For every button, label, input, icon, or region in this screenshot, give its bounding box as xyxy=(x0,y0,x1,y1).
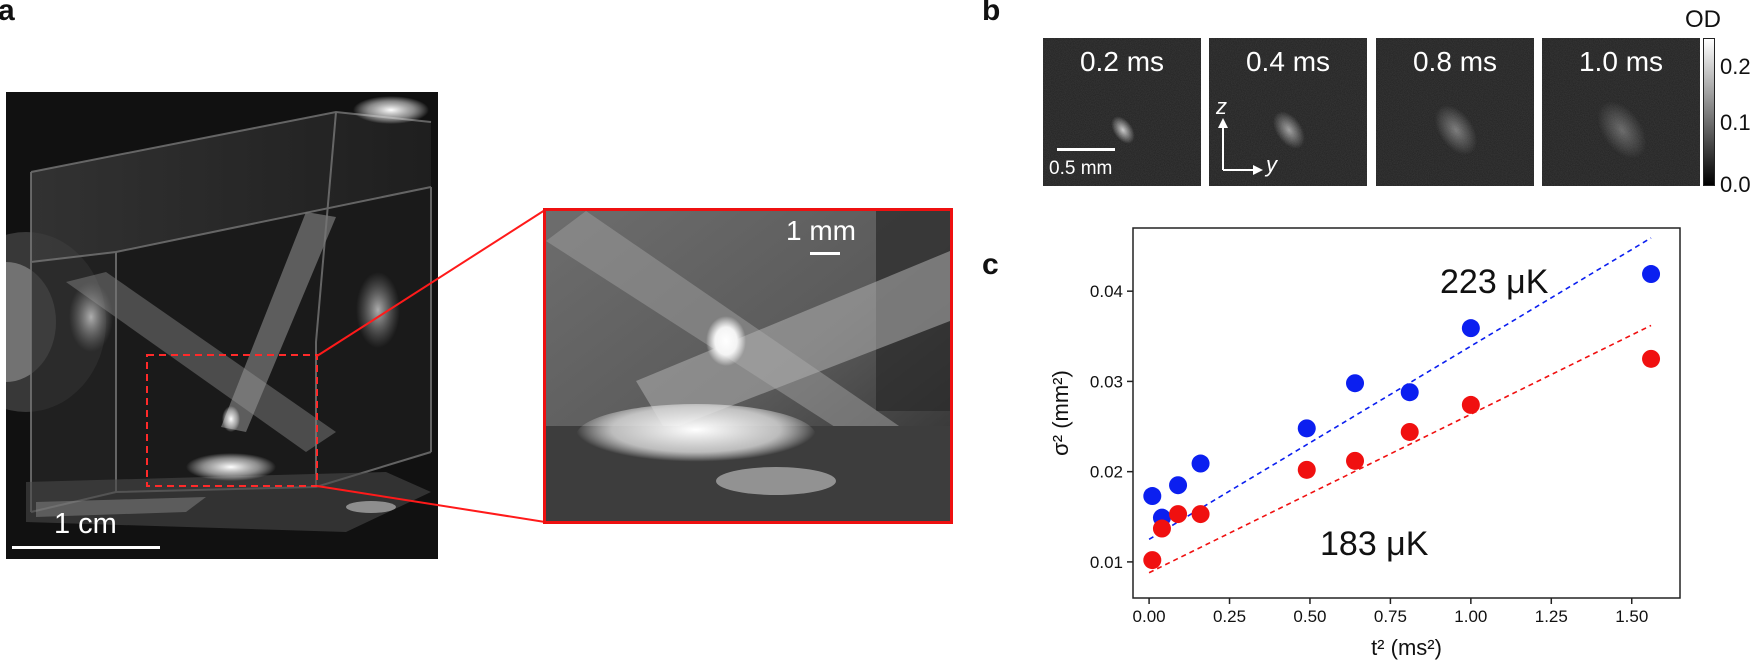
data-point xyxy=(1191,505,1210,524)
inset-scalebar-label: 1 mm xyxy=(786,215,856,246)
y-tick-label: 0.01 xyxy=(1090,553,1123,572)
x-axis-label: t² (ms²) xyxy=(1371,635,1442,660)
absorption-frame: 0.8 ms xyxy=(1376,38,1534,186)
panel-b-letter: b xyxy=(982,0,1001,27)
data-point xyxy=(1642,349,1661,368)
data-point xyxy=(1346,451,1365,470)
y-tick-label: 0.02 xyxy=(1090,463,1123,482)
data-point xyxy=(1346,374,1365,393)
frame-scalebar-label: 0.5 mm xyxy=(1049,158,1113,179)
data-point xyxy=(1642,265,1661,284)
colorbar-tick-label: 0.0 xyxy=(1720,172,1750,197)
x-tick-label: 1.00 xyxy=(1454,607,1487,626)
x-tick-label: 0.25 xyxy=(1213,607,1246,626)
x-tick-label: 0.00 xyxy=(1133,607,1166,626)
vapor-cell-photo: 1 cm xyxy=(6,92,438,559)
frame-scalebar xyxy=(1057,148,1115,151)
panel-a-letter: a xyxy=(0,0,15,27)
axis-arrows-icon xyxy=(1218,118,1263,175)
data-point xyxy=(1191,454,1210,473)
zoom-inset-photo: 1 mm xyxy=(543,208,953,524)
plot-frame xyxy=(1132,227,1681,599)
series-label-183uk: 183 μK xyxy=(1320,525,1429,563)
frame-time-label: 0.4 ms xyxy=(1245,46,1331,77)
colorbar-title: OD xyxy=(1685,6,1721,33)
data-point xyxy=(1297,419,1316,438)
fit-line xyxy=(1148,237,1652,541)
temperature-fit-chart: 0.00 0.25 0.50 0.75 1.00 1.25 1.50 0.01 0.02 0.03… xyxy=(1048,227,1681,660)
colorbar-tick-label: 0.2 xyxy=(1720,54,1750,79)
data-point xyxy=(1152,519,1171,538)
fit-line xyxy=(1148,324,1652,574)
frame-time-label: 0.2 ms xyxy=(1079,46,1165,77)
absorption-frame: 1.0 ms xyxy=(1542,38,1700,186)
frame-time-label: 0.8 ms xyxy=(1412,46,1498,77)
y-tick-label: 0.03 xyxy=(1090,372,1123,391)
colorbar-tick-label: 0.1 xyxy=(1720,110,1750,135)
data-point xyxy=(1169,505,1188,524)
absorption-frame: 0.2 ms 0.5 mm xyxy=(1043,38,1201,186)
y-tick-label: 0.04 xyxy=(1090,282,1123,301)
x-tick-label: 0.50 xyxy=(1293,607,1326,626)
colorbar xyxy=(1703,38,1715,186)
panel-c-letter: c xyxy=(982,248,999,281)
data-point xyxy=(1400,422,1419,441)
data-point xyxy=(1169,476,1188,495)
data-point xyxy=(1143,487,1162,506)
absorption-frame: 0.4 ms z y xyxy=(1209,38,1367,186)
data-point xyxy=(1297,460,1316,479)
frame-time-label: 1.0 ms xyxy=(1578,46,1664,77)
axis-z-label: z xyxy=(1216,94,1227,119)
x-tick-label: 1.25 xyxy=(1535,607,1568,626)
data-point xyxy=(1461,395,1480,414)
y-axis-label: σ² (mm²) xyxy=(1048,370,1073,456)
data-point xyxy=(1400,383,1419,402)
axis-y-label: y xyxy=(1266,152,1277,177)
series-label-223uk: 223 μK xyxy=(1440,263,1549,301)
x-tick-label: 0.75 xyxy=(1374,607,1407,626)
x-tick-label: 1.50 xyxy=(1615,607,1648,626)
data-point xyxy=(1143,551,1162,570)
main-scalebar-label: 1 cm xyxy=(54,508,117,540)
data-point xyxy=(1461,319,1480,338)
